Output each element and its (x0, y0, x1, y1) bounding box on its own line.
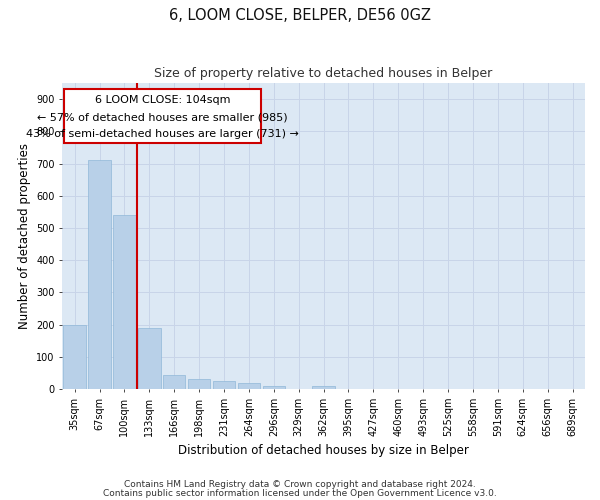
FancyBboxPatch shape (64, 90, 261, 142)
Text: 43% of semi-detached houses are larger (731) →: 43% of semi-detached houses are larger (… (26, 129, 299, 139)
Y-axis label: Number of detached properties: Number of detached properties (17, 143, 31, 329)
Bar (238, 382, 260, 389)
Bar (313, 386, 335, 389)
Bar (138, 328, 161, 389)
Title: Size of property relative to detached houses in Belper: Size of property relative to detached ho… (154, 68, 493, 80)
X-axis label: Distribution of detached houses by size in Belper: Distribution of detached houses by size … (178, 444, 469, 458)
Text: ← 57% of detached houses are smaller (985): ← 57% of detached houses are smaller (98… (37, 112, 288, 122)
Text: Contains public sector information licensed under the Open Government Licence v3: Contains public sector information licen… (103, 490, 497, 498)
Bar (163, 374, 185, 389)
Text: 6 LOOM CLOSE: 104sqm: 6 LOOM CLOSE: 104sqm (95, 96, 230, 106)
Bar (64, 324, 86, 389)
Bar (113, 215, 136, 389)
Bar (188, 380, 211, 389)
Bar (88, 160, 111, 389)
Text: 6, LOOM CLOSE, BELPER, DE56 0GZ: 6, LOOM CLOSE, BELPER, DE56 0GZ (169, 8, 431, 22)
Bar (213, 381, 235, 389)
Text: Contains HM Land Registry data © Crown copyright and database right 2024.: Contains HM Land Registry data © Crown c… (124, 480, 476, 489)
Bar (263, 386, 285, 389)
